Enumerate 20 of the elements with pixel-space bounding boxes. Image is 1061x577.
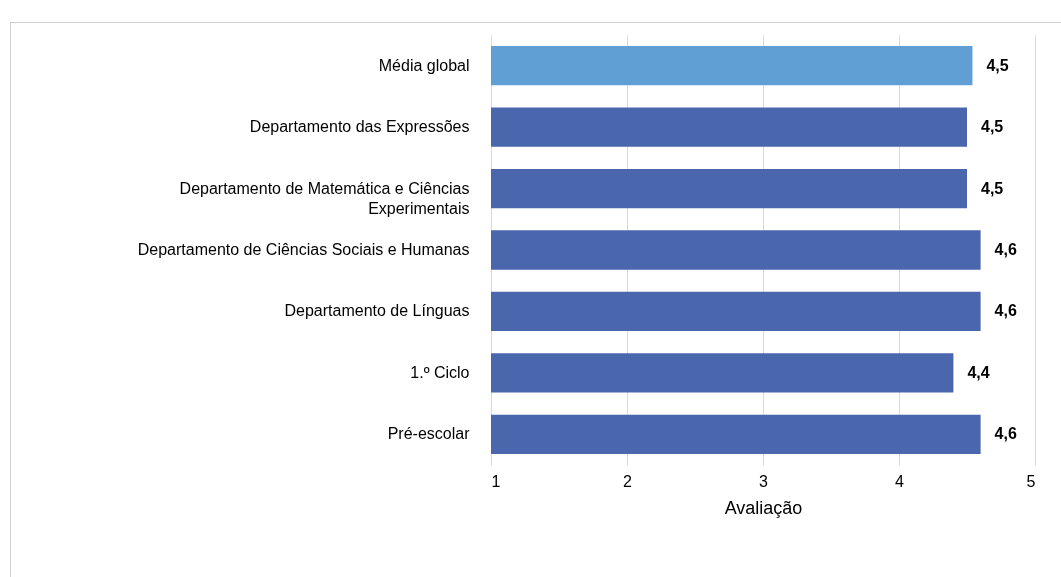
x-tick-label: 5 bbox=[1026, 472, 1036, 490]
x-tick-label: 4 bbox=[895, 472, 905, 490]
x-tick-label: 3 bbox=[759, 472, 769, 490]
data-label: 4,4 bbox=[967, 363, 990, 381]
y-tick-label: Média global bbox=[378, 56, 470, 74]
data-label: 4,6 bbox=[994, 241, 1017, 258]
x-tick-label: 1 bbox=[491, 472, 501, 490]
data-label: 4,6 bbox=[994, 302, 1017, 320]
y-tick-label: 1.º Ciclo bbox=[410, 363, 470, 381]
y-tick-label: Departamento de Ciências Sociais e Humanas bbox=[137, 241, 470, 258]
y-tick-label: Departamento de Matemática e Ciências Experimentais bbox=[179, 179, 470, 217]
data-label: 4,5 bbox=[981, 118, 1004, 136]
y-tick-label: Departamento das Expressões bbox=[249, 118, 470, 136]
data-label: 4,5 bbox=[981, 179, 1004, 197]
data-label: 4,6 bbox=[994, 425, 1017, 443]
data-label: 4,5 bbox=[986, 56, 1009, 74]
x-tick-label: 2 bbox=[623, 472, 633, 490]
y-tick-label: Departamento de Línguas bbox=[284, 302, 470, 320]
x-axis-title: Avaliação bbox=[724, 497, 803, 518]
y-tick-label: Pré-escolar bbox=[387, 425, 471, 443]
